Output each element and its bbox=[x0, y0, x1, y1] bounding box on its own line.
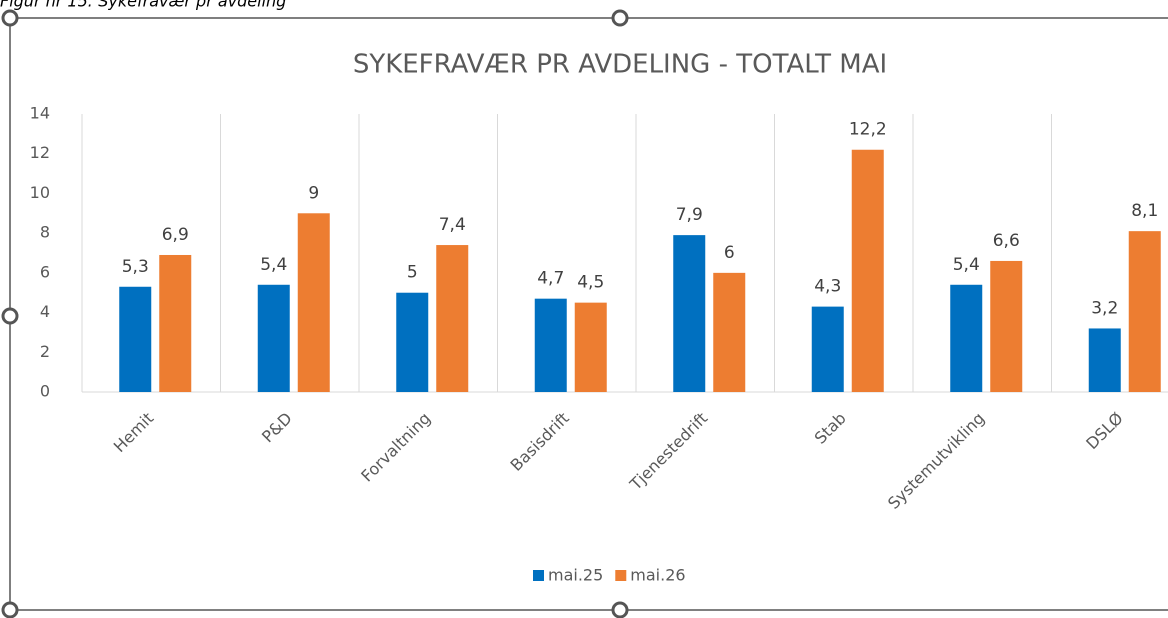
y-tick-label: 2 bbox=[40, 342, 50, 361]
data-label: 7,4 bbox=[439, 215, 466, 235]
chart-title: SYKEFRAVÆR PR AVDELING - TOTALT MAI bbox=[353, 50, 887, 80]
data-label: 4,3 bbox=[814, 277, 841, 297]
legend-swatch bbox=[615, 570, 627, 581]
resize-handle[interactable] bbox=[1, 9, 19, 27]
bar bbox=[950, 284, 983, 392]
resize-handle[interactable] bbox=[1, 601, 19, 618]
data-label: 4,5 bbox=[577, 273, 604, 293]
data-label: 4,7 bbox=[537, 269, 564, 289]
data-label: 8,1 bbox=[1131, 201, 1158, 221]
bar bbox=[396, 292, 429, 392]
data-label: 5,4 bbox=[260, 255, 287, 275]
bar bbox=[673, 235, 706, 392]
data-label: 9 bbox=[308, 183, 319, 203]
y-tick-label: 14 bbox=[30, 104, 50, 123]
bar bbox=[990, 260, 1023, 392]
resize-handle[interactable] bbox=[611, 9, 629, 27]
data-label: 5,4 bbox=[953, 255, 980, 275]
bar bbox=[1088, 328, 1121, 392]
bar bbox=[851, 149, 884, 392]
legend-swatch bbox=[533, 570, 544, 581]
data-label: 6,9 bbox=[162, 225, 189, 245]
resize-handle[interactable] bbox=[611, 601, 629, 618]
bar bbox=[257, 284, 290, 392]
bar bbox=[713, 272, 746, 392]
legend-label: mai.26 bbox=[630, 566, 685, 585]
bar bbox=[574, 302, 607, 392]
data-label: 6,6 bbox=[993, 231, 1020, 251]
data-label: 3,2 bbox=[1091, 298, 1118, 318]
y-tick-label: 12 bbox=[30, 143, 50, 162]
y-tick-label: 8 bbox=[40, 223, 50, 242]
bar bbox=[297, 213, 330, 392]
bar bbox=[534, 298, 567, 392]
data-label: 7,9 bbox=[676, 205, 703, 225]
bar bbox=[159, 254, 192, 392]
y-tick-label: 10 bbox=[30, 183, 50, 202]
y-tick-label: 0 bbox=[40, 382, 50, 401]
resize-handle[interactable] bbox=[1, 307, 19, 325]
y-tick-label: 6 bbox=[40, 262, 50, 281]
bar bbox=[436, 245, 469, 392]
caption: Figur nr 15: Sykefravær pr avdeling bbox=[0, 0, 286, 11]
data-label: 6 bbox=[724, 243, 735, 263]
bar bbox=[1128, 231, 1161, 392]
data-label: 12,2 bbox=[849, 120, 887, 140]
data-label: 5,3 bbox=[122, 257, 149, 277]
bar bbox=[811, 306, 844, 392]
y-tick-label: 4 bbox=[40, 302, 50, 321]
legend-label: mai.25 bbox=[548, 566, 603, 585]
bar bbox=[119, 286, 152, 392]
data-label: 5 bbox=[407, 263, 418, 283]
